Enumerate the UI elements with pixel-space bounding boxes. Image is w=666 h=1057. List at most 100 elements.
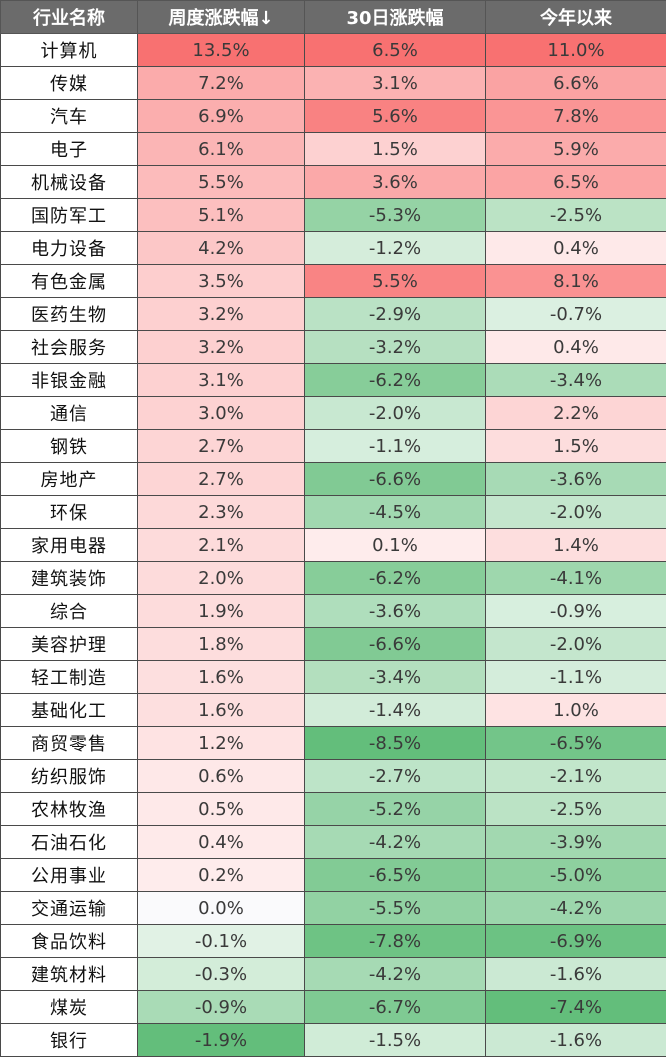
ytd-change-cell: 1.5% — [485, 429, 666, 463]
industry-name-cell: 传媒 — [0, 66, 138, 100]
thirty-day-change-cell: -6.5% — [304, 858, 486, 892]
thirty-day-change-cell: -3.4% — [304, 660, 486, 694]
table-row: 纺织服饰 0.6% -2.7% -2.1% — [0, 759, 666, 793]
industry-name-cell: 非银金融 — [0, 363, 138, 397]
thirty-day-change-cell: -6.2% — [304, 561, 486, 595]
weekly-change-cell: 5.5% — [137, 165, 305, 199]
ytd-change-cell: 8.1% — [485, 264, 666, 298]
ytd-change-cell: -2.0% — [485, 495, 666, 529]
industry-name-cell: 家用电器 — [0, 528, 138, 562]
ytd-change-cell: -1.6% — [485, 1023, 666, 1057]
weekly-change-cell: 3.1% — [137, 363, 305, 397]
weekly-change-cell: 2.3% — [137, 495, 305, 529]
ytd-change-cell: 6.5% — [485, 165, 666, 199]
ytd-change-cell: 6.6% — [485, 66, 666, 100]
table-row: 公用事业 0.2% -6.5% -5.0% — [0, 858, 666, 892]
industry-name-cell: 钢铁 — [0, 429, 138, 463]
industry-name-cell: 轻工制造 — [0, 660, 138, 694]
weekly-change-cell: 0.5% — [137, 792, 305, 826]
weekly-change-cell: -0.1% — [137, 924, 305, 958]
weekly-change-cell: 2.7% — [137, 462, 305, 496]
column-header-industry[interactable]: 行业名称 — [0, 0, 138, 34]
weekly-change-cell: 3.5% — [137, 264, 305, 298]
column-header-weekly-change[interactable]: 周度涨跌幅↓ — [137, 0, 305, 34]
table-row: 社会服务 3.2% -3.2% 0.4% — [0, 330, 666, 364]
table-row: 环保 2.3% -4.5% -2.0% — [0, 495, 666, 529]
thirty-day-change-cell: -5.3% — [304, 198, 486, 232]
industry-name-cell: 国防军工 — [0, 198, 138, 232]
thirty-day-change-cell: -6.6% — [304, 462, 486, 496]
weekly-change-cell: 2.1% — [137, 528, 305, 562]
thirty-day-change-cell: -6.7% — [304, 990, 486, 1024]
table-row: 电子 6.1% 1.5% 5.9% — [0, 132, 666, 166]
weekly-change-cell: 7.2% — [137, 66, 305, 100]
industry-name-cell: 医药生物 — [0, 297, 138, 331]
thirty-day-change-cell: 3.1% — [304, 66, 486, 100]
thirty-day-change-cell: -1.2% — [304, 231, 486, 265]
table-row: 家用电器 2.1% 0.1% 1.4% — [0, 528, 666, 562]
ytd-change-cell: -2.0% — [485, 627, 666, 661]
industry-name-cell: 房地产 — [0, 462, 138, 496]
weekly-change-cell: 2.7% — [137, 429, 305, 463]
weekly-change-cell: 1.9% — [137, 594, 305, 628]
table-row: 美容护理 1.8% -6.6% -2.0% — [0, 627, 666, 661]
table-row: 交通运输 0.0% -5.5% -4.2% — [0, 891, 666, 925]
ytd-change-cell: -2.1% — [485, 759, 666, 793]
ytd-change-cell: -3.4% — [485, 363, 666, 397]
industry-name-cell: 建筑材料 — [0, 957, 138, 991]
table-row: 传媒 7.2% 3.1% 6.6% — [0, 66, 666, 100]
table-row: 房地产 2.7% -6.6% -3.6% — [0, 462, 666, 496]
weekly-change-cell: -1.9% — [137, 1023, 305, 1057]
thirty-day-change-cell: 3.6% — [304, 165, 486, 199]
thirty-day-change-cell: -3.2% — [304, 330, 486, 364]
industry-name-cell: 建筑装饰 — [0, 561, 138, 595]
ytd-change-cell: -0.9% — [485, 594, 666, 628]
industry-name-cell: 美容护理 — [0, 627, 138, 661]
industry-name-cell: 公用事业 — [0, 858, 138, 892]
ytd-change-cell: 0.4% — [485, 330, 666, 364]
industry-name-cell: 社会服务 — [0, 330, 138, 364]
industry-name-cell: 食品饮料 — [0, 924, 138, 958]
industry-name-cell: 石油石化 — [0, 825, 138, 859]
ytd-change-cell: -1.6% — [485, 957, 666, 991]
weekly-change-cell: 1.6% — [137, 693, 305, 727]
industry-name-cell: 计算机 — [0, 33, 138, 67]
thirty-day-change-cell: -6.6% — [304, 627, 486, 661]
table-row: 农林牧渔 0.5% -5.2% -2.5% — [0, 792, 666, 826]
thirty-day-change-cell: -2.7% — [304, 759, 486, 793]
table-row: 食品饮料 -0.1% -7.8% -6.9% — [0, 924, 666, 958]
industry-name-cell: 农林牧渔 — [0, 792, 138, 826]
table-row: 电力设备 4.2% -1.2% 0.4% — [0, 231, 666, 265]
table-row: 建筑材料 -0.3% -4.2% -1.6% — [0, 957, 666, 991]
thirty-day-change-cell: -7.8% — [304, 924, 486, 958]
column-header-30day-change[interactable]: 30日涨跌幅 — [304, 0, 486, 34]
weekly-change-cell: 3.2% — [137, 330, 305, 364]
weekly-change-cell: 3.0% — [137, 396, 305, 430]
thirty-day-change-cell: 5.6% — [304, 99, 486, 133]
table-row: 轻工制造 1.6% -3.4% -1.1% — [0, 660, 666, 694]
weekly-change-cell: 3.2% — [137, 297, 305, 331]
table-row: 建筑装饰 2.0% -6.2% -4.1% — [0, 561, 666, 595]
weekly-change-cell: 0.4% — [137, 825, 305, 859]
ytd-change-cell: -2.5% — [485, 198, 666, 232]
weekly-change-cell: 0.0% — [137, 891, 305, 925]
industry-name-cell: 环保 — [0, 495, 138, 529]
industry-name-cell: 纺织服饰 — [0, 759, 138, 793]
ytd-change-cell: -1.1% — [485, 660, 666, 694]
column-header-ytd-change[interactable]: 今年以来 — [485, 0, 666, 34]
thirty-day-change-cell: -2.0% — [304, 396, 486, 430]
industry-name-cell: 有色金属 — [0, 264, 138, 298]
table-row: 计算机 13.5% 6.5% 11.0% — [0, 33, 666, 67]
industry-name-cell: 通信 — [0, 396, 138, 430]
thirty-day-change-cell: -5.5% — [304, 891, 486, 925]
industry-name-cell: 电力设备 — [0, 231, 138, 265]
ytd-change-cell: -4.2% — [485, 891, 666, 925]
table-row: 汽车 6.9% 5.6% 7.8% — [0, 99, 666, 133]
thirty-day-change-cell: -6.2% — [304, 363, 486, 397]
ytd-change-cell: 7.8% — [485, 99, 666, 133]
ytd-change-cell: -0.7% — [485, 297, 666, 331]
ytd-change-cell: 11.0% — [485, 33, 666, 67]
industry-name-cell: 汽车 — [0, 99, 138, 133]
thirty-day-change-cell: 1.5% — [304, 132, 486, 166]
